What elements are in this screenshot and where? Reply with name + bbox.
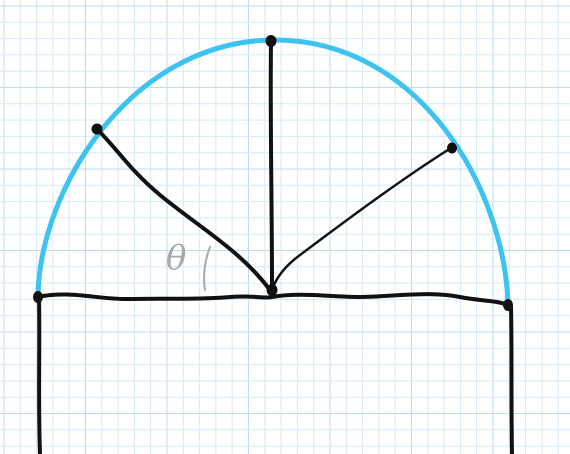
angle-arc bbox=[203, 246, 211, 291]
point-top bbox=[265, 35, 277, 47]
point-center bbox=[266, 284, 278, 296]
point-upper-left bbox=[91, 123, 103, 135]
point-left-end bbox=[33, 291, 43, 303]
angle-label: θ bbox=[166, 238, 186, 278]
radius-vertical bbox=[268, 40, 274, 292]
point-upper-right bbox=[447, 142, 457, 154]
point-right-end bbox=[503, 299, 513, 311]
right-wall-line bbox=[509, 304, 514, 454]
radius-upper-right bbox=[270, 146, 453, 292]
diameter-line bbox=[36, 292, 510, 307]
radius-upper-left bbox=[95, 127, 272, 292]
left-wall-line bbox=[37, 296, 42, 454]
